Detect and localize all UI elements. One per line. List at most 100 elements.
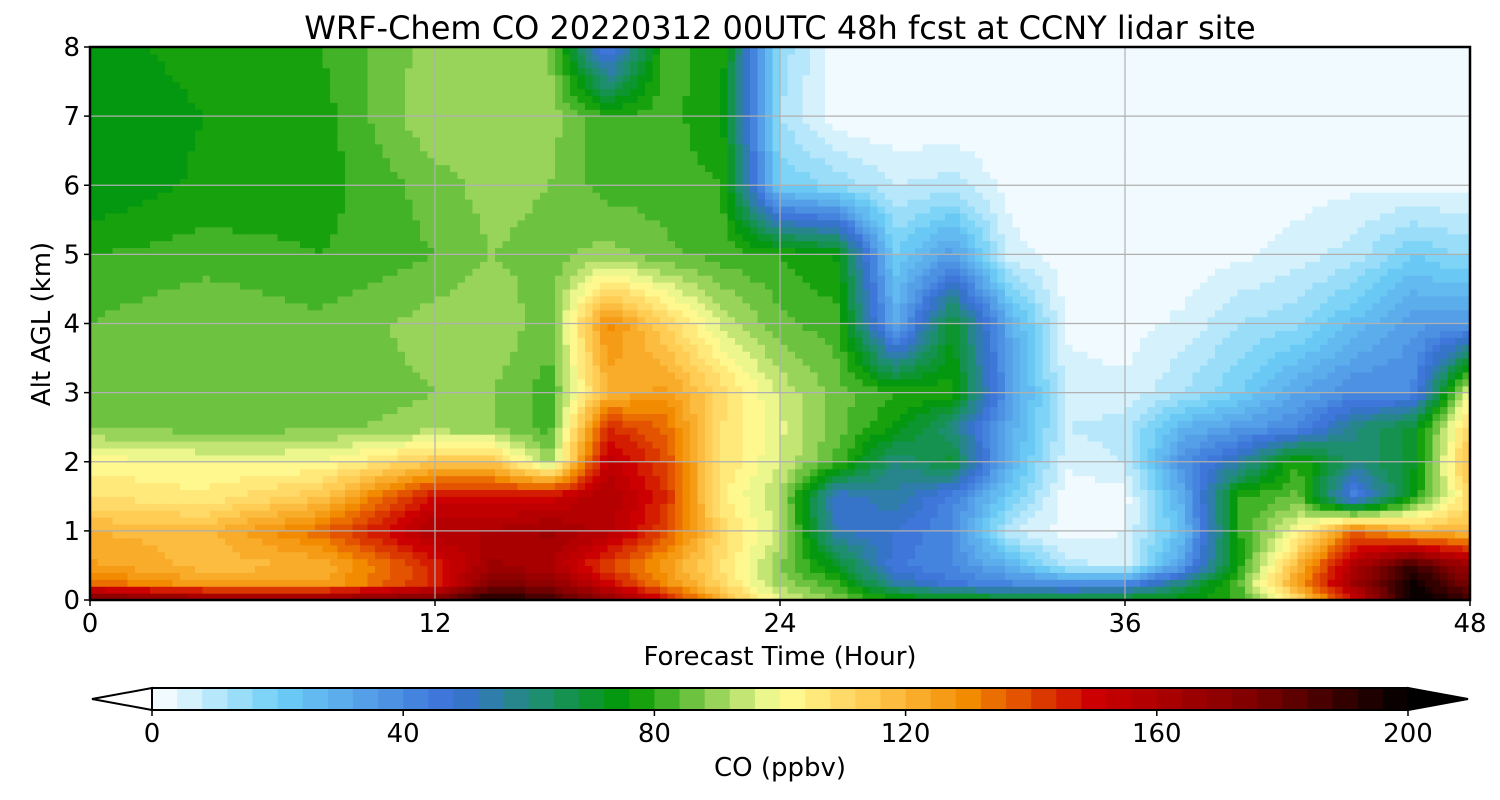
contour-cell [1252,593,1261,601]
contour-cell [255,579,264,587]
contour-cell [1320,593,1329,601]
contour-cell [457,454,466,463]
contour-cell [375,523,384,532]
contour-cell [1297,593,1306,601]
contour-cell [285,586,294,594]
contour-cell [600,586,609,594]
contour-cell [937,503,946,511]
contour-cell [1215,496,1224,504]
contour-cell [337,441,346,449]
contour-cell [1132,482,1141,490]
contour-cell [622,586,631,594]
contour-cell [240,420,249,428]
contour-cell [142,475,151,484]
contour-cell [112,565,121,573]
contour-cell [412,489,421,497]
contour-cell [600,434,609,442]
contour-cell [637,586,646,594]
contour-cell [1297,565,1306,573]
contour-cell [1447,468,1456,477]
contour-cell [517,530,526,539]
contour-cell [660,482,669,490]
contour-cell [1365,434,1374,442]
contour-cell [555,475,564,484]
contour-cell [1350,565,1359,573]
contour-cell [127,447,136,456]
contour-cell [1072,503,1081,511]
contour-cell [1027,434,1036,442]
contour-cell [322,572,331,580]
contour-cell [405,434,414,442]
contour-cell [990,413,999,421]
contour-cell [645,434,654,442]
contour-cell [727,420,736,428]
contour-cell [960,447,969,456]
contour-cell [1072,565,1081,573]
contour-cell [682,579,691,587]
contour-cell [697,482,706,490]
contour-cell [742,523,751,532]
contour-cell [1140,468,1149,477]
contour-cell [1222,586,1231,594]
contour-cell [1410,454,1419,463]
contour-cell [772,427,781,435]
contour-cell [337,572,346,580]
contour-cell [1207,572,1216,580]
contour-cell [825,544,834,553]
contour-cell [885,434,894,442]
contour-cell [787,475,796,484]
contour-cell [840,482,849,490]
contour-cell [232,537,241,546]
contour-cell [1192,537,1201,546]
contour-cell [165,489,174,497]
contour-cell [787,551,796,560]
contour-cell [292,420,301,428]
contour-cell [510,468,519,477]
contour-cell [1387,468,1396,477]
contour-cell [375,441,384,449]
contour-cell [1185,434,1194,442]
contour-cell [1237,558,1246,567]
contour-cell [1110,427,1119,435]
contour-cell [1095,558,1104,567]
contour-cell [495,517,504,525]
contour-cell [502,517,511,525]
contour-cell [210,544,219,553]
contour-cell [1237,454,1246,463]
contour-cell [465,427,474,435]
contour-cell [637,461,646,470]
contour-cell [1110,586,1119,594]
contour-cell [472,427,481,435]
contour-cell [1350,434,1359,442]
contour-cell [757,420,766,428]
contour-cell [105,544,114,553]
contour-cell [480,427,489,435]
contour-cell [487,544,496,553]
contour-cell [562,579,571,587]
contour-cell [202,537,211,546]
contour-cell [705,489,714,497]
contour-cell [997,510,1006,518]
contour-cell [1230,579,1239,587]
contour-cell [660,413,669,421]
contour-cell [1417,434,1426,442]
contour-cell [1350,510,1359,518]
contour-cell [997,517,1006,525]
contour-cell [1320,503,1329,511]
contour-cell [157,441,166,449]
contour-cell [1170,427,1179,435]
contour-cell [247,586,256,594]
contour-cell [285,523,294,532]
contour-cell [697,579,706,587]
contour-cell [180,482,189,490]
contour-cell [1102,586,1111,594]
contour-cell [180,447,189,456]
contour-cell [450,579,459,587]
contour-cell [150,579,159,587]
contour-cell [907,427,916,435]
contour-cell [592,434,601,442]
contour-cell [1020,503,1029,511]
contour-cell [540,413,549,421]
contour-cell [1395,441,1404,449]
contour-cell [157,565,166,573]
